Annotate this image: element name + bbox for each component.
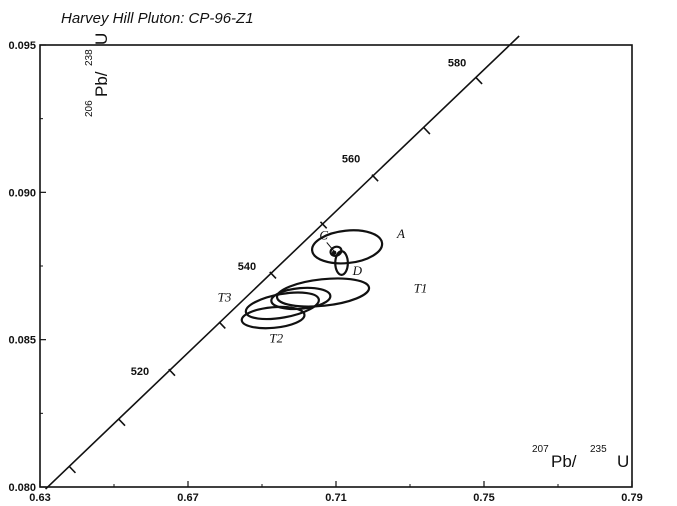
ellipse-c-center bbox=[331, 250, 337, 255]
error-ellipse-d bbox=[334, 250, 349, 276]
error-ellipse-t1 bbox=[275, 277, 371, 308]
ellipse-label: T1 bbox=[414, 281, 428, 296]
y-axis-label-main2: U bbox=[92, 33, 111, 45]
ellipse-label: D bbox=[352, 263, 363, 278]
y-tick-label: 0.095 bbox=[8, 40, 36, 52]
error-ellipse-t2 bbox=[240, 305, 306, 330]
x-tick-label: 0.63 bbox=[29, 492, 50, 504]
ellipse-c-leader bbox=[326, 242, 335, 252]
x-tick-label: 0.71 bbox=[325, 492, 346, 504]
y-axis-label-sup1: 206 bbox=[84, 100, 95, 117]
concordia-age-tick bbox=[118, 418, 126, 427]
x-axis-label-main1: Pb/ bbox=[551, 452, 577, 471]
concordia-age-label: 540 bbox=[238, 261, 256, 273]
y-axis-label: 206 Pb/ 238 U bbox=[84, 33, 111, 117]
error-ellipse-t3 bbox=[244, 291, 320, 321]
y-tick-label: 0.090 bbox=[8, 187, 36, 199]
concordia-curve bbox=[44, 35, 520, 490]
ellipse-label: A bbox=[396, 226, 405, 241]
ellipse-label: T2 bbox=[269, 331, 283, 346]
chart-title: Harvey Hill Pluton: CP-96-Z1 bbox=[61, 10, 254, 27]
concordia-age-label: 560 bbox=[342, 154, 360, 166]
error-ellipse bbox=[270, 286, 332, 311]
x-axis-label-main2: U bbox=[617, 452, 629, 471]
concordia-age-tick bbox=[269, 271, 277, 279]
x-tick-label: 0.79 bbox=[621, 492, 642, 504]
x-axis-label-sup1: 207 bbox=[532, 444, 549, 455]
concordia-age-label: 580 bbox=[448, 57, 466, 69]
x-tick-label: 0.67 bbox=[177, 492, 198, 504]
concordia-age-tick bbox=[168, 368, 176, 377]
concordia-age-tick bbox=[423, 126, 431, 135]
concordia-age-tick bbox=[475, 76, 483, 85]
y-axis-label-sup2: 238 bbox=[84, 49, 95, 66]
y-tick-label: 0.085 bbox=[8, 335, 36, 347]
x-tick-label: 0.75 bbox=[473, 492, 494, 504]
concordia-age-tick bbox=[371, 174, 379, 182]
concordia-age-tick bbox=[319, 221, 328, 229]
ellipse-label: C bbox=[319, 227, 328, 242]
x-axis-label-sup2: 235 bbox=[590, 444, 607, 455]
x-axis-label: 207 Pb/ 235 U bbox=[532, 444, 629, 471]
concordia-age-label: 520 bbox=[131, 366, 149, 378]
y-tick-label: 0.080 bbox=[8, 482, 36, 494]
y-axis-label-main1: Pb/ bbox=[92, 71, 111, 97]
ellipse-label: T3 bbox=[218, 289, 232, 304]
concordia-age-tick bbox=[68, 465, 77, 474]
concordia-age-tick bbox=[218, 321, 226, 330]
